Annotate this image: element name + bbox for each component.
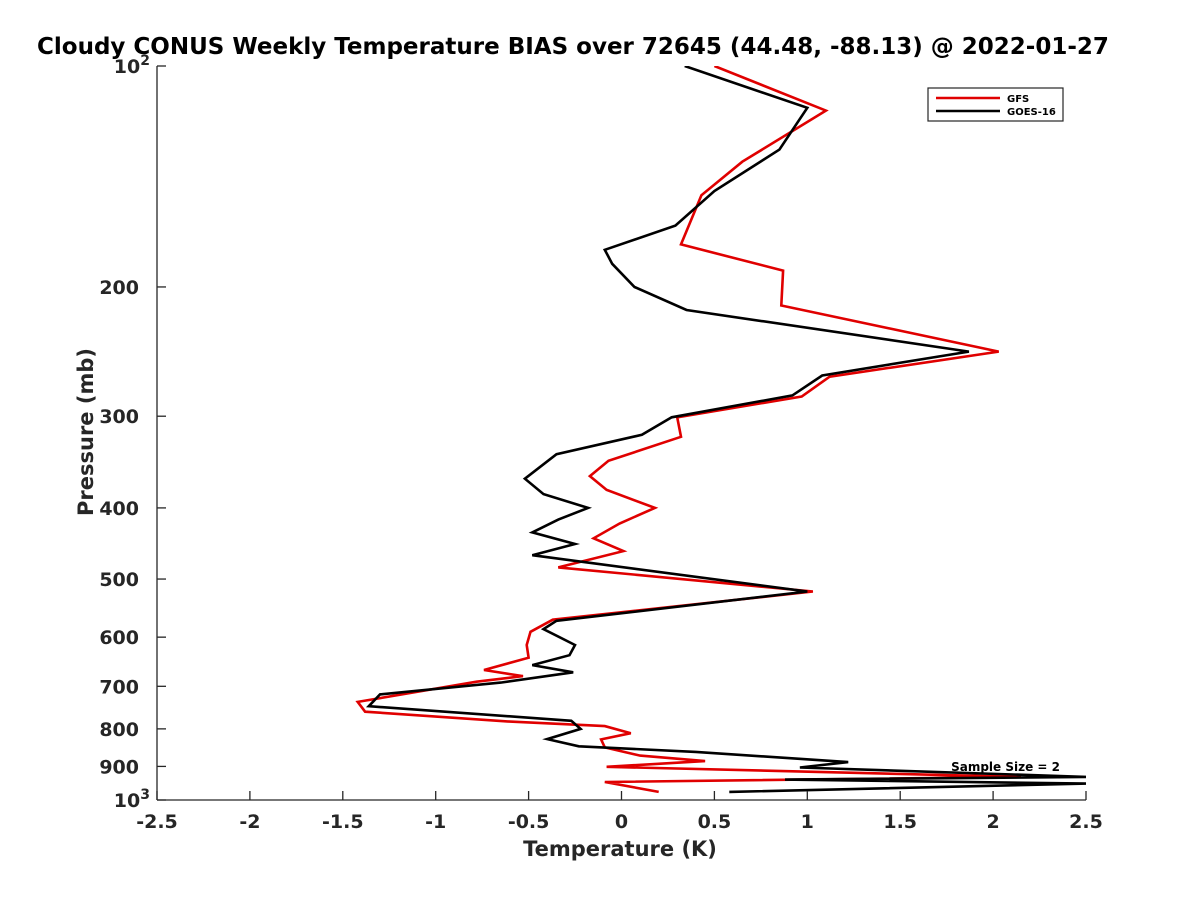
y-tick-label: 900 [99,756,139,778]
legend: GFS GOES-16 [927,87,1064,122]
x-tick-label: 1.5 [883,811,917,833]
x-tick-label: -0.5 [508,811,550,833]
x-tick-label: -2 [239,811,260,833]
y-tick-label: 103 [114,787,150,812]
y-tick-label: 500 [99,569,139,591]
x-tick-label: 1 [801,811,814,833]
legend-label-goes-16: GOES-16 [1007,107,1056,118]
y-tick-label: 200 [99,277,139,299]
series-group [355,66,1086,794]
x-tick-label: -2.5 [136,811,178,833]
plot-area: -2.5 -2 -1.5 -1 -0.5 0 0.5 1 1.5 2 2.5 102 200 300 400… [99,53,1103,833]
sample-size-annotation: Sample Size = 2 [951,760,1060,774]
y-tick-label: 400 [99,498,139,520]
y-tick-label: 102 [114,53,150,78]
x-tick-label: -1.5 [322,811,364,833]
x-tick-label: 2.5 [1069,811,1103,833]
y-axis-label: Pressure (mb) [74,348,98,516]
y-tick-label: 800 [99,719,139,741]
x-tick-label: -1 [425,811,446,833]
y-tick-label: 600 [99,627,139,649]
x-tick-label: 0.5 [698,811,732,833]
x-axis-label: Temperature (K) [523,837,717,861]
series-line-gfs [355,66,1022,794]
legend-box [927,87,1064,122]
x-tick-label: 0 [615,811,628,833]
y-tick-label: 700 [99,676,139,698]
chart-title: Cloudy CONUS Weekly Temperature BIAS ove… [37,34,1109,60]
series-line-goes-16 [365,66,1086,794]
y-tick-label: 300 [99,406,139,428]
legend-label-gfs: GFS [1007,94,1029,105]
x-tick-label: 2 [986,811,999,833]
